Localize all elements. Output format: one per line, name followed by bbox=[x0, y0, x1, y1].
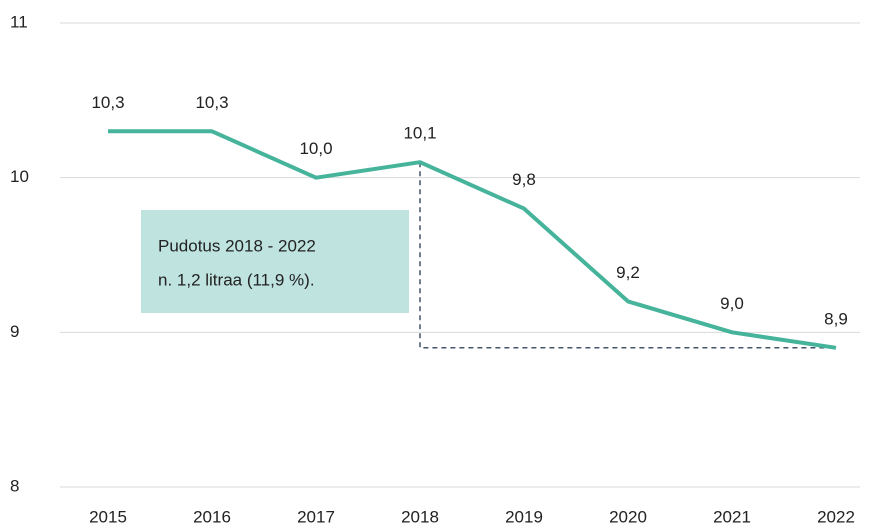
data-label: 8,9 bbox=[824, 309, 848, 328]
y-tick-label: 11 bbox=[10, 12, 28, 31]
dashed-guide bbox=[419, 162, 836, 349]
x-tick-label: 2020 bbox=[609, 507, 647, 526]
y-tick-label: 8 bbox=[10, 476, 19, 495]
x-tick-label: 2021 bbox=[713, 507, 751, 526]
data-label: 10,1 bbox=[403, 124, 436, 143]
x-tick-label: 2016 bbox=[193, 507, 231, 526]
data-label: 10,3 bbox=[195, 93, 228, 112]
annotation-box bbox=[141, 210, 409, 313]
annotation: Pudotus 2018 - 2022 bbox=[158, 236, 316, 255]
data-label: 9,8 bbox=[512, 170, 536, 189]
y-tick-label: 9 bbox=[10, 322, 19, 341]
annotation: n. 1,2 litraa (11,9 %). bbox=[158, 270, 315, 289]
data-label: 10,3 bbox=[91, 93, 124, 112]
x-tick-label: 2022 bbox=[817, 507, 855, 526]
data-label: 10,0 bbox=[299, 139, 332, 158]
x-tick-label: 2019 bbox=[505, 507, 543, 526]
x-tick-label: 2015 bbox=[89, 507, 127, 526]
line bbox=[108, 129, 837, 350]
data-label: 9,0 bbox=[720, 294, 744, 313]
y-tick-label: 10 bbox=[10, 167, 29, 186]
data-label: 9,2 bbox=[616, 263, 640, 282]
x-tick-label: 2018 bbox=[401, 507, 439, 526]
x-tick-label: 2017 bbox=[297, 507, 335, 526]
